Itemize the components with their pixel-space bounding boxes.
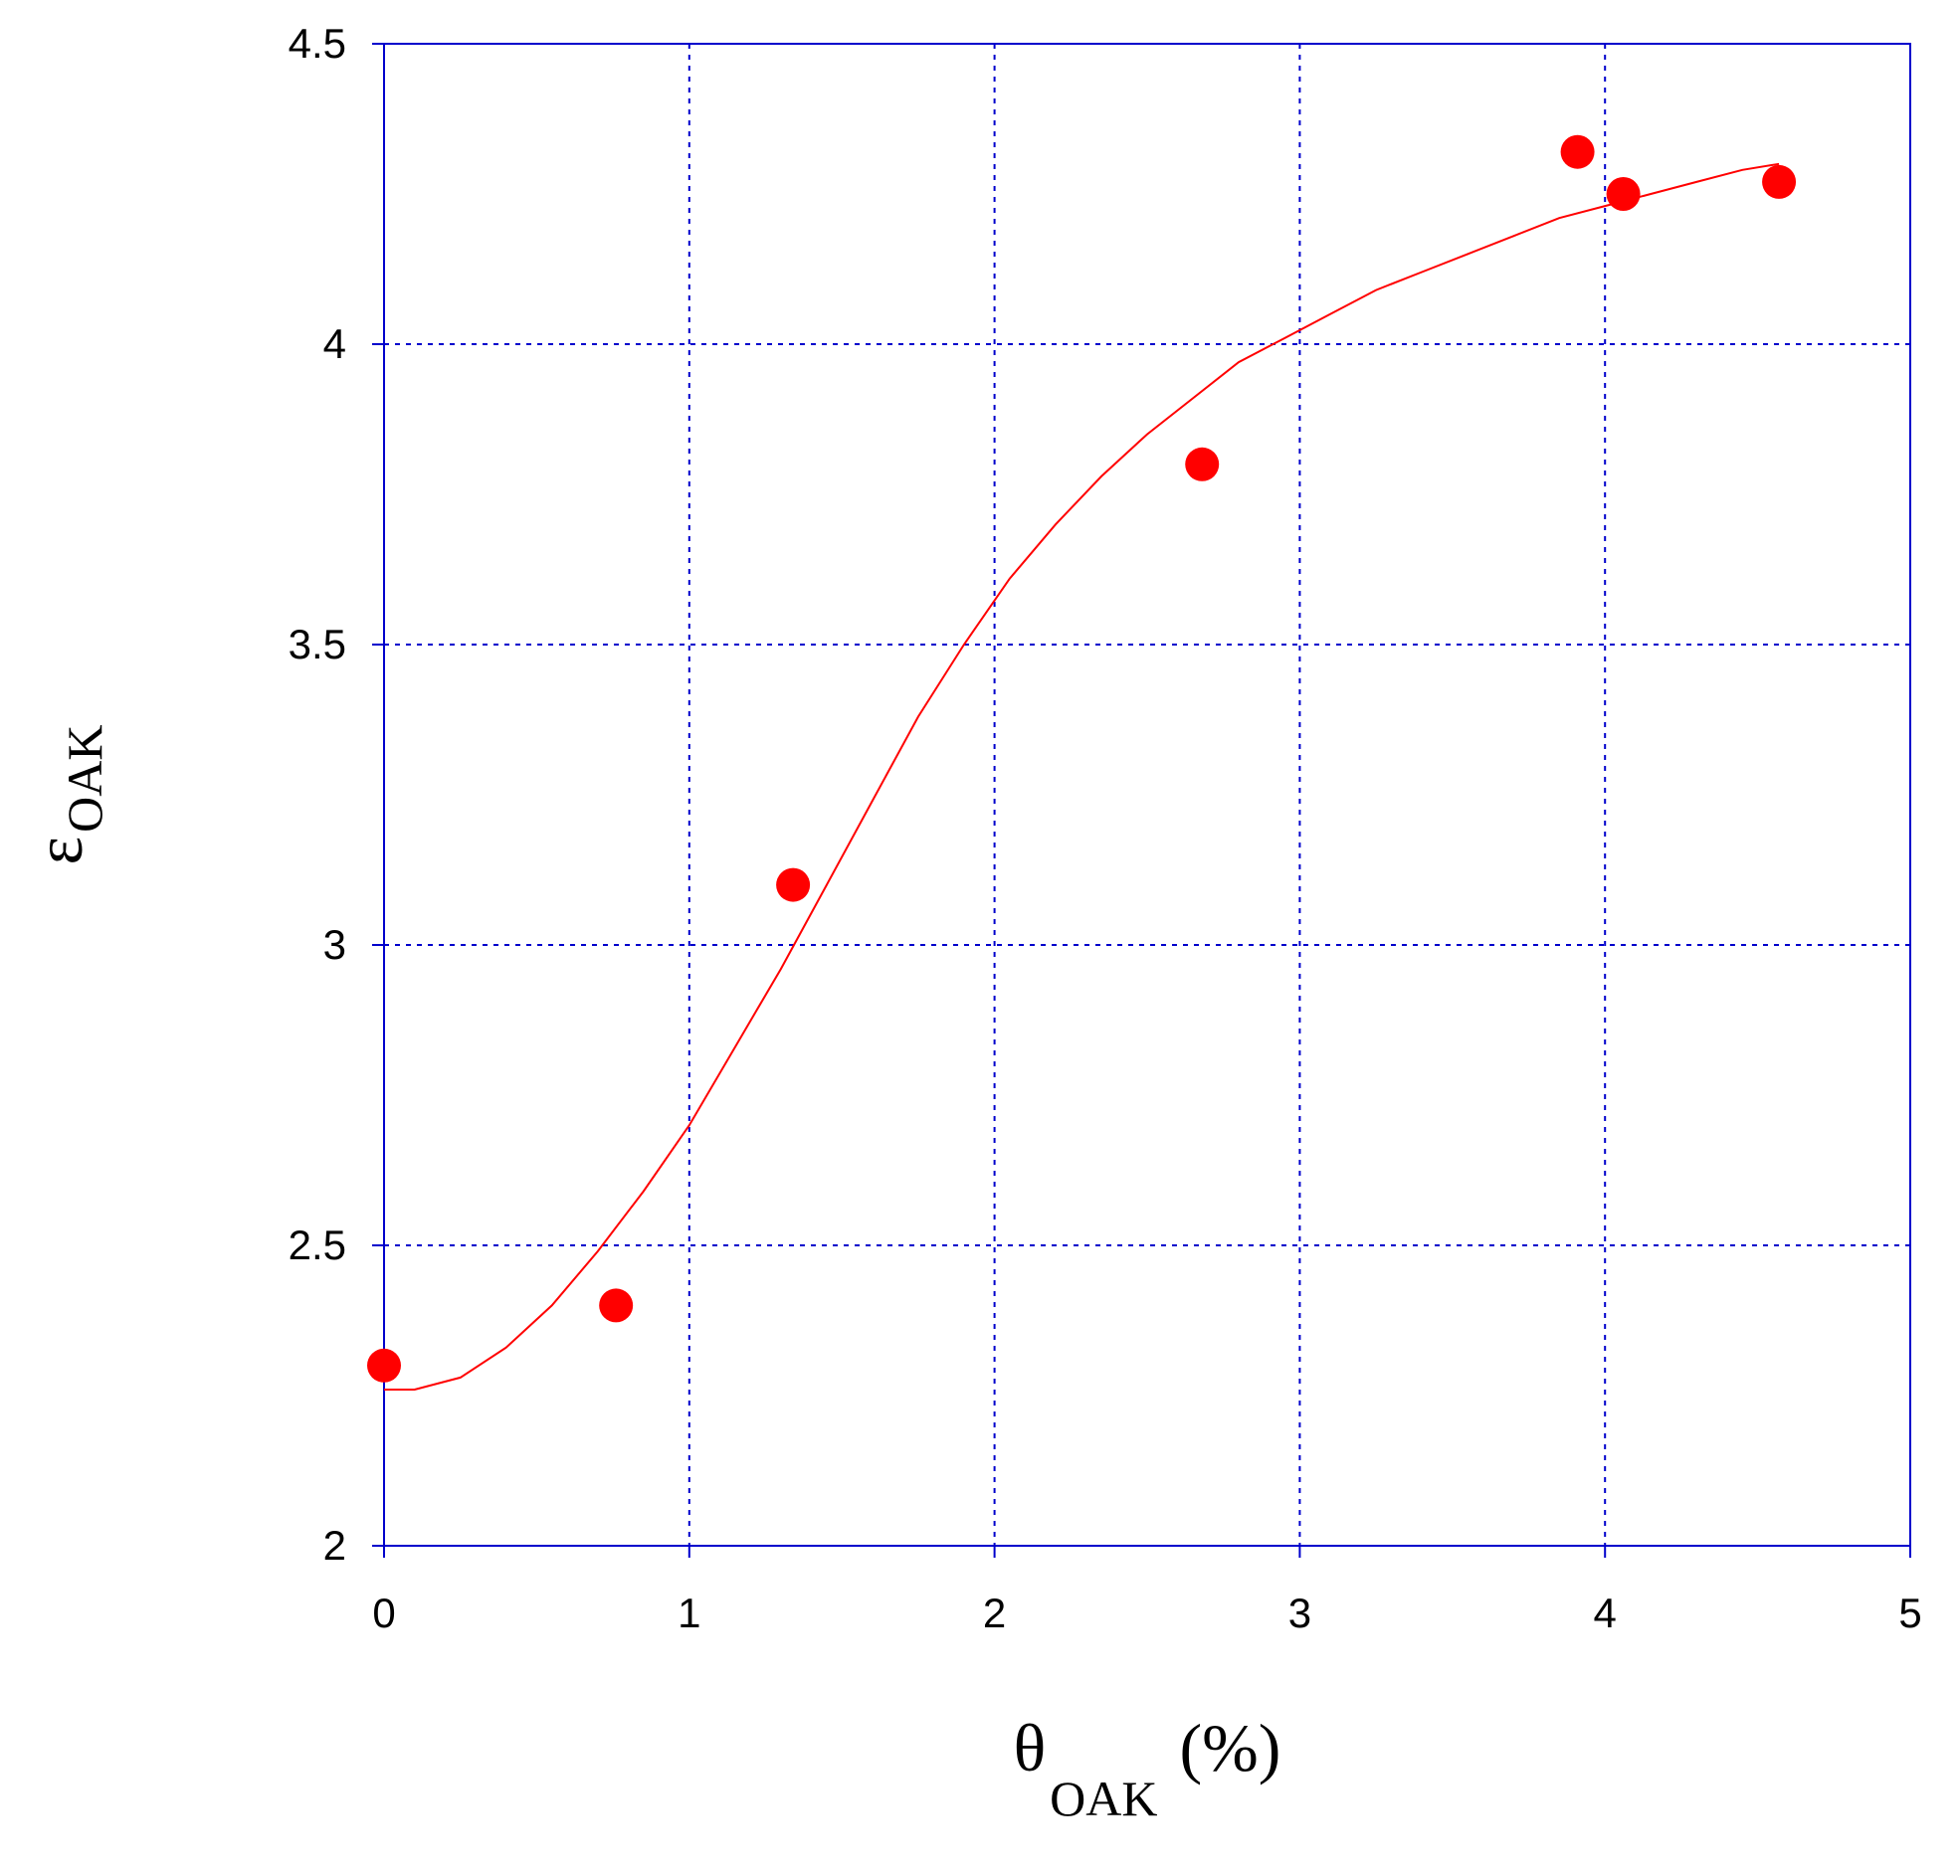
y-tick-label: 2 [323, 1522, 346, 1569]
y-axis-symbol: ε [21, 837, 97, 865]
x-axis-subscript: OAK [1050, 1771, 1157, 1826]
x-tick-label: 2 [983, 1590, 1006, 1636]
data-point [367, 1348, 401, 1383]
y-tick-label: 4 [323, 320, 346, 367]
data-point [1762, 164, 1797, 199]
data-point [599, 1288, 634, 1323]
data-point [1560, 134, 1595, 169]
x-tick-label: 5 [1898, 1590, 1921, 1636]
data-point [776, 867, 811, 902]
fit-curve-group [384, 162, 1780, 1391]
y-tick-label: 2.5 [289, 1221, 346, 1268]
x-axis-ticks: 0 1 2 3 4 5 [372, 1546, 1922, 1636]
data-points [367, 134, 1797, 1383]
data-point [1606, 177, 1641, 211]
x-axis-title: θ OAK (%) [1014, 1710, 1281, 1826]
fit-curve [384, 162, 1780, 1391]
y-tick-label: 3.5 [289, 621, 346, 667]
x-tick-label: 3 [1288, 1590, 1311, 1636]
y-tick-label: 4.5 [289, 20, 346, 67]
x-axis-unit: (%) [1179, 1710, 1280, 1785]
y-axis-ticks: 2 2.5 3 3.5 4 4.5 [289, 20, 384, 1569]
x-axis-symbol: θ [1014, 1710, 1047, 1785]
y-tick-label: 3 [323, 921, 346, 968]
y-axis-subscript: OAK [57, 725, 112, 833]
grid-lines [384, 44, 1910, 1546]
x-tick-label: 4 [1594, 1590, 1617, 1636]
y-axis-title: ε OAK [21, 725, 112, 865]
plot-frame [383, 43, 1911, 1547]
x-tick-label: 1 [678, 1590, 700, 1636]
data-point [1185, 447, 1220, 481]
x-tick-label: 0 [372, 1590, 395, 1636]
